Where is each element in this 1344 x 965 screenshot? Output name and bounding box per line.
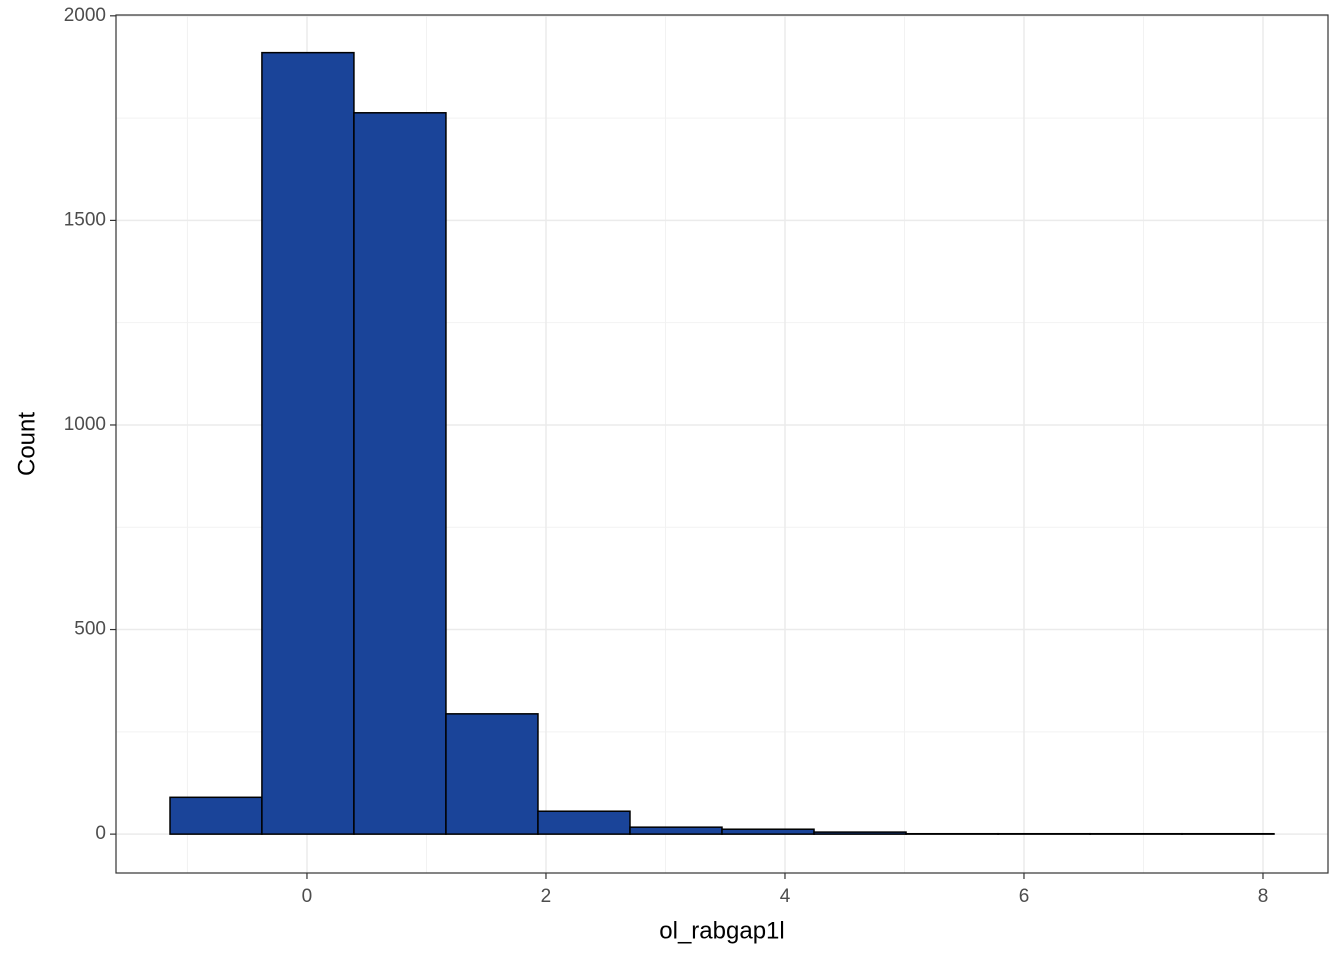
bar [262,53,354,834]
y-axis-title: Count [13,412,40,476]
y-tick-label: 2000 [64,5,106,26]
x-tick-label: 0 [302,886,313,907]
bar [538,811,630,834]
x-axis-title: ol_rabgap1l [659,917,784,944]
x-tick-label: 6 [1019,886,1030,907]
x-tick-label: 2 [541,886,552,907]
bar [354,113,446,834]
y-tick-label: 500 [74,619,106,640]
bar [170,797,262,834]
x-tick-label: 4 [780,886,791,907]
bar [630,827,722,834]
y-tick-label: 1000 [64,414,106,435]
bar [446,714,538,834]
x-tick-label: 8 [1258,886,1269,907]
bar [722,829,814,834]
y-tick-label: 1500 [64,209,106,230]
y-tick-label: 0 [95,823,106,844]
bar [814,832,906,834]
